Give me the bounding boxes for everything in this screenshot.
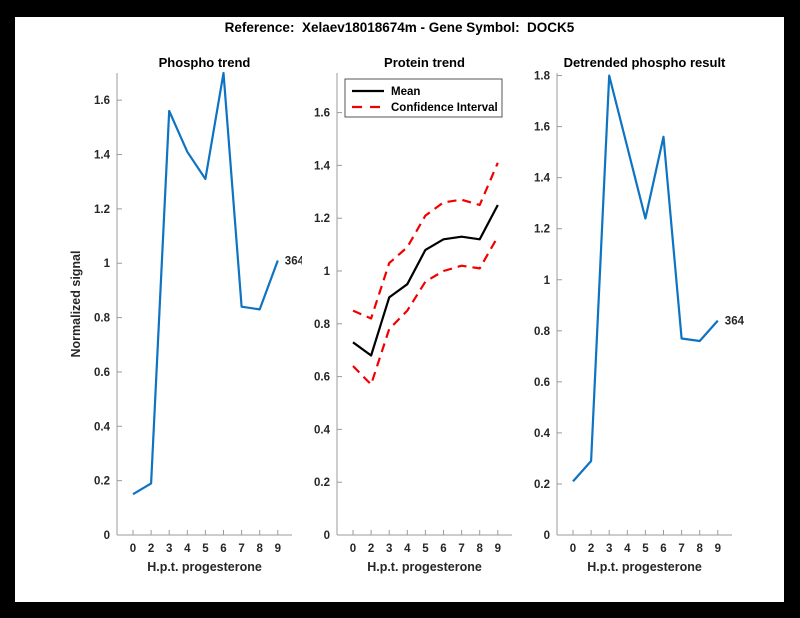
y-tick-label: 1.2 [94, 204, 110, 216]
subplot-phospho-trend: 0 0.2 0.4 0.6 0.8 1 1.2 1.4 1.6 0 2 3 4 5 6 7 8 9 Phospho … [40, 50, 305, 600]
x-tick-label: 6 [660, 543, 666, 555]
x-tick-label: 2 [368, 543, 374, 555]
annotation-label: 364 [725, 316, 745, 328]
plot-svg: 00.20.40.60.811.21.41.60 2 3 4 5 6 7 8 9Phospho … [69, 55, 305, 574]
annotation-label: 364 [285, 256, 302, 268]
y-tick-label: 0.4 [314, 424, 331, 436]
y-tick-label: 0 [544, 530, 550, 542]
series-line-ci-upper [352, 162, 499, 320]
x-tick-label: 5 [422, 543, 429, 555]
y-tick-label: 0 [324, 530, 330, 542]
y-tick-label: 0.2 [94, 476, 110, 488]
plot-svg: 00.20.40.60.811.21.41.61.80 2 3 4 5 6 7 8 9Detre… [534, 55, 745, 574]
plot-svg: 00.20.40.60.811.21.41.60 2 3 4 5 6 7 8 9Protein … [314, 55, 512, 574]
series-line-phospho-signal [132, 71, 279, 496]
x-tick-label: 6 [440, 543, 446, 555]
y-tick-label: 0.8 [314, 319, 331, 331]
y-tick-label: 0.8 [534, 326, 551, 338]
x-tick-label: 0 [130, 543, 136, 555]
subplot-title: Phospho trend [159, 55, 251, 70]
x-tick-label: 6 [220, 543, 226, 555]
y-axis-label: Normalized signal [69, 251, 83, 358]
x-tick-label: 9 [495, 543, 501, 555]
x-tick-label: 8 [696, 543, 703, 555]
series-line-detrended-phospho [572, 74, 719, 483]
legend: Mean Confidence Interval [344, 78, 503, 118]
figure-title: Reference: Xelaev18018674m - Gene Symbol… [224, 20, 575, 35]
y-tick-label: 1.2 [314, 213, 330, 225]
x-tick-label: 7 [458, 543, 464, 555]
x-tick-label: 2 [588, 543, 594, 555]
subplot-title: Detrended phospho result [564, 55, 726, 70]
y-tick-label: 0.6 [314, 372, 330, 384]
x-tick-label: 4 [184, 543, 191, 555]
y-tick-label: 1.4 [314, 160, 331, 172]
x-tick-label: 3 [386, 543, 392, 555]
x-tick-label: 7 [678, 543, 684, 555]
y-tick-label: 1 [324, 266, 331, 278]
x-tick-label: 9 [275, 543, 281, 555]
subplot-title: Protein trend [384, 55, 465, 70]
y-tick-label: 1 [104, 258, 111, 270]
y-tick-label: 1.6 [314, 108, 330, 120]
y-tick-label: 1.4 [94, 150, 111, 162]
x-tick-label: 4 [404, 543, 411, 555]
y-tick-label: 1.4 [534, 173, 551, 185]
y-tick-label: 0.6 [94, 367, 110, 379]
y-tick-label: 0.4 [534, 428, 551, 440]
x-tick-label: 4 [624, 543, 631, 555]
x-tick-label: 5 [642, 543, 649, 555]
x-tick-label: 8 [476, 543, 483, 555]
x-tick-label: 8 [256, 543, 263, 555]
y-tick-label: 1.6 [534, 122, 550, 134]
x-tick-label: 3 [166, 543, 172, 555]
y-tick-label: 1.8 [534, 71, 551, 83]
y-tick-label: 0.4 [94, 421, 111, 433]
y-tick-label: 1 [544, 275, 551, 287]
legend-label: Mean [391, 86, 420, 98]
x-tick-label: 9 [715, 543, 721, 555]
x-tick-label: 3 [606, 543, 612, 555]
subplot-detrended-phospho-result: 0 0.2 0.4 0.6 0.8 1 1.2 1.4 1.6 1.8 0 2 3 4 5 6 7 8 9 Detre… [520, 50, 748, 600]
series-line-ci-lower [352, 236, 499, 386]
subplot-protein-trend: 0 0.2 0.4 0.6 0.8 1 1.2 1.4 1.6 0 2 3 4 5 6 7 8 9 Protein … [300, 50, 522, 600]
y-tick-label: 0 [104, 530, 110, 542]
y-tick-label: 0.2 [534, 479, 550, 491]
series-line-mean [352, 204, 499, 357]
x-axis-label: H.p.t. progesterone [587, 560, 702, 574]
legend-box [344, 78, 503, 118]
legend-label: Confidence Interval [391, 102, 498, 114]
y-tick-label: 0.6 [534, 377, 550, 389]
x-tick-label: 0 [350, 543, 356, 555]
y-tick-label: 0.2 [314, 477, 330, 489]
x-tick-label: 7 [238, 543, 244, 555]
y-tick-label: 0.8 [94, 313, 111, 325]
y-tick-label: 1.2 [534, 224, 550, 236]
x-axis-label: H.p.t. progesterone [147, 560, 262, 574]
x-tick-label: 5 [202, 543, 209, 555]
x-tick-label: 2 [148, 543, 154, 555]
x-tick-label: 0 [570, 543, 576, 555]
y-tick-label: 1.6 [94, 95, 110, 107]
x-axis-label: H.p.t. progesterone [367, 560, 482, 574]
